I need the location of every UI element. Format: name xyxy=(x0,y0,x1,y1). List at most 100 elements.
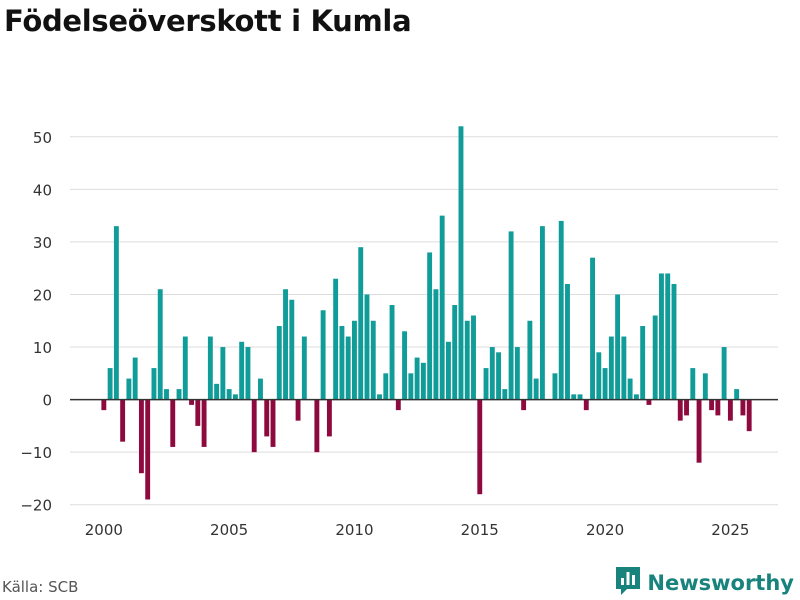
bar xyxy=(145,399,151,500)
bar xyxy=(552,373,558,400)
bar xyxy=(539,226,545,400)
bar xyxy=(502,389,508,400)
bar xyxy=(602,368,608,400)
bar xyxy=(232,394,238,400)
chart-title: Födelseöverskott i Kumla xyxy=(4,4,412,38)
bar xyxy=(333,278,339,400)
bar xyxy=(220,347,226,400)
bar xyxy=(527,320,533,400)
bar xyxy=(339,326,345,400)
bar xyxy=(326,399,332,437)
bar xyxy=(709,399,715,411)
bar xyxy=(508,231,514,400)
bar xyxy=(565,283,570,400)
bar xyxy=(164,389,169,400)
bar xyxy=(402,331,408,400)
bar xyxy=(608,336,614,400)
bar xyxy=(627,378,633,400)
y-axis: −20 −10 0 10 20 30 40 50 xyxy=(20,129,52,515)
bar xyxy=(489,347,495,400)
bar xyxy=(571,394,577,400)
bar xyxy=(464,320,470,400)
x-tick-label: 2025 xyxy=(711,521,749,539)
bar xyxy=(439,215,445,400)
x-tick-label: 2005 xyxy=(210,521,248,539)
bar xyxy=(583,399,589,411)
bar xyxy=(345,336,351,400)
bar xyxy=(157,289,163,400)
bar xyxy=(258,378,263,400)
bar xyxy=(665,273,671,400)
bar xyxy=(352,320,357,400)
y-tick-label: 50 xyxy=(33,129,52,147)
bar xyxy=(633,394,639,400)
bar xyxy=(214,383,220,400)
bar xyxy=(120,399,126,442)
x-tick-label: 2015 xyxy=(461,521,499,539)
bar xyxy=(101,399,107,411)
newsworthy-logo[interactable]: Newsworthy xyxy=(615,566,794,600)
bar xyxy=(558,220,564,400)
bar xyxy=(201,399,207,447)
source-note: Källa: SCB xyxy=(2,578,79,596)
bar xyxy=(364,294,370,400)
bar xyxy=(727,399,733,421)
bar xyxy=(521,399,527,411)
bar xyxy=(458,126,464,400)
bar xyxy=(496,352,502,400)
y-tick-label: −20 xyxy=(20,497,52,515)
bar xyxy=(295,399,301,421)
bar xyxy=(276,326,282,400)
bar xyxy=(389,305,395,400)
bar xyxy=(176,389,182,400)
bar xyxy=(514,347,520,400)
newsworthy-chart-icon xyxy=(615,566,641,600)
bar xyxy=(596,352,602,400)
bar xyxy=(677,399,683,421)
bar xyxy=(182,336,188,400)
bar xyxy=(126,378,132,400)
bar xyxy=(370,320,376,400)
bar xyxy=(132,357,138,400)
bar xyxy=(590,257,595,400)
bar xyxy=(283,289,288,400)
bar xyxy=(408,373,414,400)
bar xyxy=(289,299,295,400)
bar xyxy=(207,336,213,400)
y-tick-label: 10 xyxy=(33,339,52,357)
bar xyxy=(533,378,539,400)
bar xyxy=(270,399,276,447)
bar xyxy=(314,399,320,453)
y-tick-label: 30 xyxy=(33,234,52,252)
bar xyxy=(383,373,389,400)
bar xyxy=(445,341,451,400)
bar xyxy=(226,389,232,400)
bar xyxy=(195,399,201,426)
bar xyxy=(395,399,401,411)
bar xyxy=(377,394,382,400)
bar xyxy=(621,336,627,400)
bar xyxy=(320,310,326,400)
bar xyxy=(659,273,664,400)
bar xyxy=(170,399,176,447)
bar xyxy=(715,399,721,416)
bar xyxy=(471,315,476,400)
bar xyxy=(358,247,364,400)
y-tick-label: −10 xyxy=(20,444,52,462)
bar xyxy=(138,399,144,474)
bar xyxy=(151,368,157,400)
y-tick-label: 0 xyxy=(42,392,52,410)
bar xyxy=(239,341,245,400)
bar xyxy=(452,305,458,400)
bar xyxy=(113,226,119,400)
bar xyxy=(577,394,583,400)
x-axis: 2000 2005 2010 2015 2020 2025 xyxy=(85,521,750,539)
bar xyxy=(734,389,740,400)
bar xyxy=(483,368,489,400)
bar xyxy=(684,399,689,416)
newsworthy-wordmark: Newsworthy xyxy=(647,571,794,595)
bar xyxy=(646,399,652,405)
bar xyxy=(427,252,433,400)
bar xyxy=(245,347,251,400)
